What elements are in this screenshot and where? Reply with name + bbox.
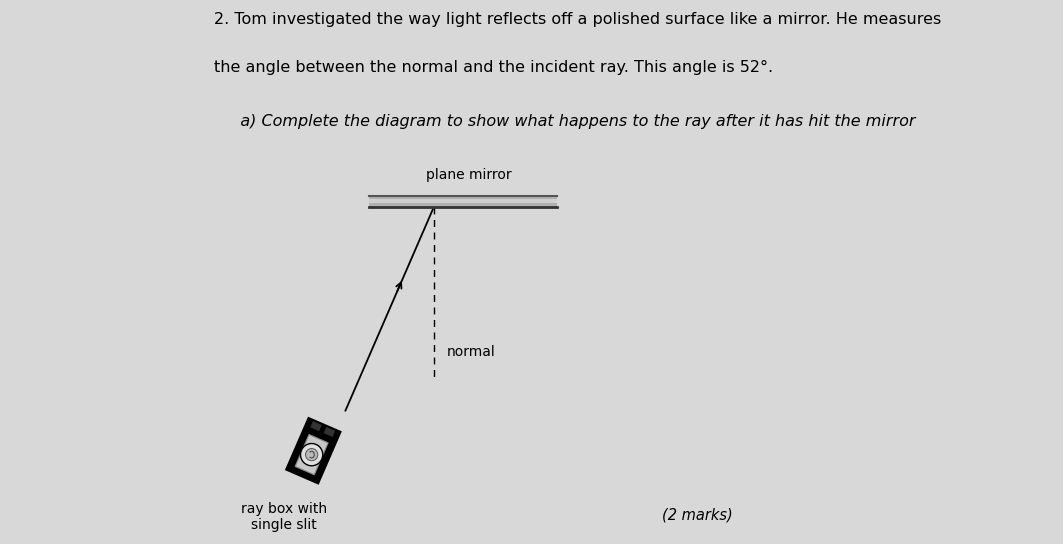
- Text: the angle between the normal and the incident ray. This angle is 52°.: the angle between the normal and the inc…: [215, 60, 774, 75]
- Polygon shape: [310, 421, 322, 431]
- Text: plane mirror: plane mirror: [425, 168, 511, 182]
- Circle shape: [301, 443, 323, 466]
- Circle shape: [305, 448, 318, 461]
- Text: ray box with
single slit: ray box with single slit: [241, 502, 327, 531]
- Polygon shape: [286, 418, 340, 484]
- Text: 2. Tom investigated the way light reflects off a polished surface like a mirror.: 2. Tom investigated the way light reflec…: [215, 12, 942, 27]
- Text: normal: normal: [448, 345, 495, 359]
- Bar: [370, 196, 557, 207]
- Polygon shape: [323, 427, 335, 437]
- Polygon shape: [296, 435, 328, 475]
- Text: a) Complete the diagram to show what happens to the ray after it has hit the mir: a) Complete the diagram to show what hap…: [225, 114, 915, 129]
- Bar: [370, 199, 557, 203]
- Text: (2 marks): (2 marks): [662, 508, 733, 523]
